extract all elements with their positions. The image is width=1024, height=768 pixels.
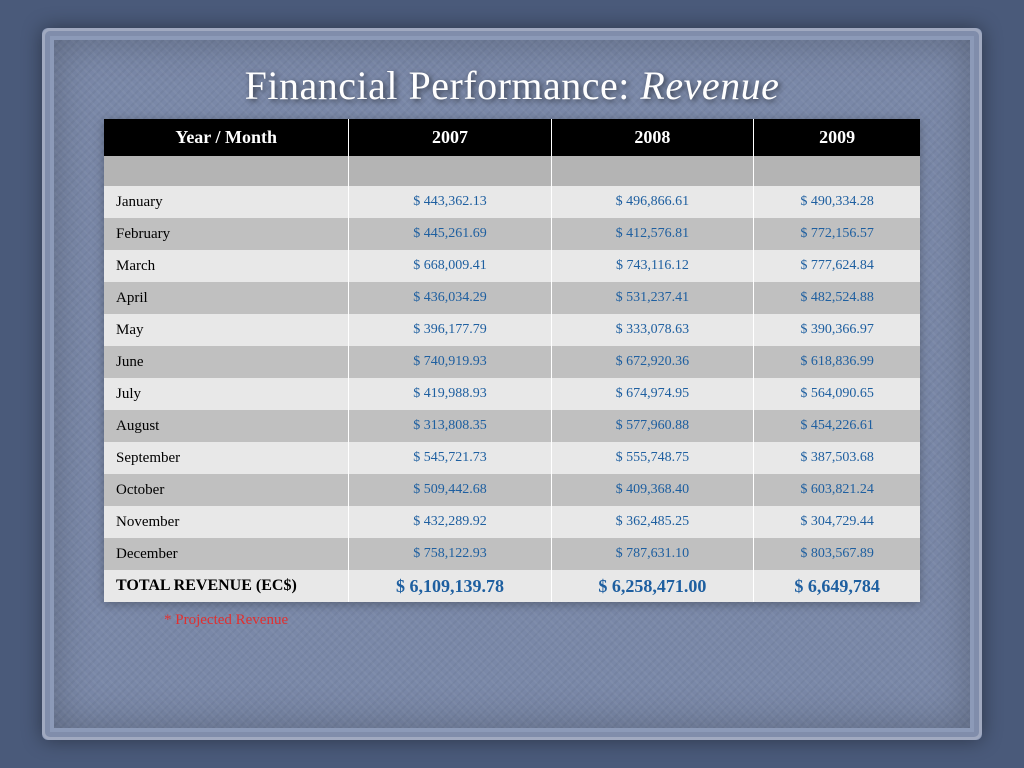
month-cell: May [104,314,349,346]
value-cell-2009: $ 387,503.68 [754,442,920,474]
col-2007: 2007 [349,119,551,156]
month-cell: January [104,186,349,218]
value-cell-2007: $ 443,362.13 [349,186,551,218]
value-cell-2008: $ 496,866.61 [551,186,753,218]
total-2008: $ 6,258,471.00 [551,570,753,602]
value-cell-2007: $ 445,261.69 [349,218,551,250]
value-cell-2008: $ 577,960.88 [551,410,753,442]
value-cell-2009: $ 772,156.57 [754,218,920,250]
footnote: * Projected Revenue [164,612,920,629]
value-cell-2008: $ 555,748.75 [551,442,753,474]
value-cell-2009: $ 603,821.24 [754,474,920,506]
revenue-table: Year / Month 2007 2008 2009 January$ 443… [104,119,920,602]
value-cell-2008: $ 672,920.36 [551,346,753,378]
title-italic: Revenue [640,63,779,108]
table-body: January$ 443,362.13$ 496,866.61$ 490,334… [104,156,920,602]
table-row: April$ 436,034.29$ 531,237.41$ 482,524.8… [104,282,920,314]
value-cell-2009: $ 454,226.61 [754,410,920,442]
table-row: May$ 396,177.79$ 333,078.63$ 390,366.97 [104,314,920,346]
total-row: TOTAL REVENUE (EC$)$ 6,109,139.78$ 6,258… [104,570,920,602]
value-cell-2007: $ 545,721.73 [349,442,551,474]
value-cell-2007: $ 668,009.41 [349,250,551,282]
value-cell-2009: $ 304,729.44 [754,506,920,538]
total-2009: $ 6,649,784 [754,570,920,602]
month-cell: December [104,538,349,570]
value-cell-2009: $ 618,836.99 [754,346,920,378]
value-cell-2007: $ 432,289.92 [349,506,551,538]
table-row: June$ 740,919.93$ 672,920.36$ 618,836.99 [104,346,920,378]
content-area: Financial Performance: Revenue Year / Mo… [104,48,920,720]
col-2008: 2008 [551,119,753,156]
value-cell-2008: $ 333,078.63 [551,314,753,346]
value-cell-2007: $ 436,034.29 [349,282,551,314]
value-cell-2009: $ 803,567.89 [754,538,920,570]
spacer-row [104,156,920,186]
table-row: July$ 419,988.93$ 674,974.95$ 564,090.65 [104,378,920,410]
value-cell-2009: $ 564,090.65 [754,378,920,410]
value-cell-2008: $ 409,368.40 [551,474,753,506]
value-cell-2007: $ 509,442.68 [349,474,551,506]
slide-title: Financial Performance: Revenue [104,62,920,109]
month-cell: August [104,410,349,442]
table-row: January$ 443,362.13$ 496,866.61$ 490,334… [104,186,920,218]
value-cell-2007: $ 313,808.35 [349,410,551,442]
table-row: August$ 313,808.35$ 577,960.88$ 454,226.… [104,410,920,442]
month-cell: March [104,250,349,282]
value-cell-2007: $ 419,988.93 [349,378,551,410]
value-cell-2009: $ 482,524.88 [754,282,920,314]
month-cell: September [104,442,349,474]
slide: Financial Performance: Revenue Year / Mo… [0,0,1024,768]
value-cell-2007: $ 758,122.93 [349,538,551,570]
value-cell-2009: $ 777,624.84 [754,250,920,282]
month-cell: June [104,346,349,378]
month-cell: November [104,506,349,538]
paper-frame: Financial Performance: Revenue Year / Mo… [42,28,982,740]
value-cell-2009: $ 490,334.28 [754,186,920,218]
col-year-month: Year / Month [104,119,349,156]
table-row: September$ 545,721.73$ 555,748.75$ 387,5… [104,442,920,474]
month-cell: February [104,218,349,250]
table-row: November$ 432,289.92$ 362,485.25$ 304,72… [104,506,920,538]
month-cell: July [104,378,349,410]
table-row: December$ 758,122.93$ 787,631.10$ 803,56… [104,538,920,570]
col-2009: 2009 [754,119,920,156]
total-2007: $ 6,109,139.78 [349,570,551,602]
value-cell-2008: $ 787,631.10 [551,538,753,570]
value-cell-2008: $ 531,237.41 [551,282,753,314]
value-cell-2007: $ 396,177.79 [349,314,551,346]
value-cell-2008: $ 743,116.12 [551,250,753,282]
title-main: Financial Performance: [245,63,641,108]
table-row: February$ 445,261.69$ 412,576.81$ 772,15… [104,218,920,250]
table-row: March$ 668,009.41$ 743,116.12$ 777,624.8… [104,250,920,282]
value-cell-2009: $ 390,366.97 [754,314,920,346]
value-cell-2008: $ 412,576.81 [551,218,753,250]
value-cell-2007: $ 740,919.93 [349,346,551,378]
value-cell-2008: $ 674,974.95 [551,378,753,410]
month-cell: April [104,282,349,314]
table-row: October$ 509,442.68$ 409,368.40$ 603,821… [104,474,920,506]
total-label: TOTAL REVENUE (EC$) [104,570,349,602]
month-cell: October [104,474,349,506]
value-cell-2008: $ 362,485.25 [551,506,753,538]
table-header: Year / Month 2007 2008 2009 [104,119,920,156]
